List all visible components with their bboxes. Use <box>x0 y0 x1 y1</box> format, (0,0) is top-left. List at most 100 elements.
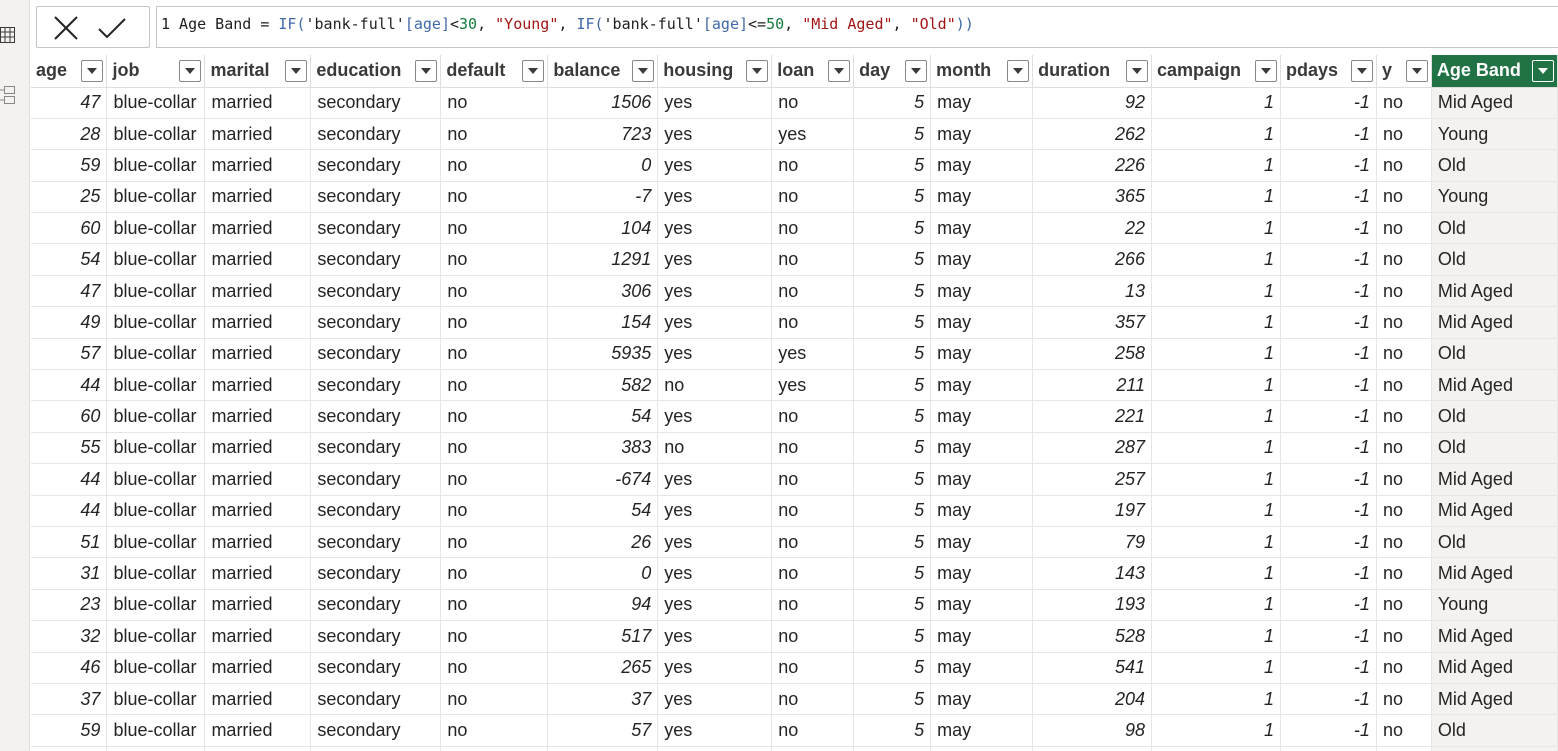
cell-job[interactable]: blue-collar <box>106 306 206 339</box>
cell-default[interactable]: no <box>440 652 549 684</box>
cell-duration[interactable]: 541 <box>1032 652 1153 684</box>
cell-duration[interactable]: 365 <box>1032 181 1153 214</box>
cell-marital[interactable]: married <box>204 212 312 245</box>
cell-default[interactable]: no <box>440 495 549 527</box>
cell-y[interactable]: no <box>1376 526 1432 559</box>
cell-default[interactable]: no <box>440 87 549 119</box>
cell-loan[interactable]: no <box>771 463 855 496</box>
cell-day[interactable]: 5 <box>853 463 932 496</box>
cell-day[interactable]: 5 <box>853 306 932 339</box>
cell-housing[interactable]: yes <box>657 87 773 119</box>
cell-housing[interactable]: yes <box>657 714 773 747</box>
cell-balance[interactable]: 0 <box>547 149 659 182</box>
cell-marital[interactable]: married <box>204 275 312 308</box>
cell-duration[interactable]: 266 <box>1032 243 1153 276</box>
cell-marital[interactable]: married <box>204 181 312 214</box>
cell-campaign[interactable]: 1 <box>1151 495 1281 527</box>
cell-housing[interactable]: yes <box>657 557 773 590</box>
cell-age[interactable]: 51 <box>31 526 108 559</box>
cancel-formula-button[interactable] <box>49 13 83 43</box>
column-header-day[interactable]: day <box>853 55 932 88</box>
cell-housing[interactable]: yes <box>657 275 773 308</box>
cell-marital[interactable]: married <box>204 463 312 496</box>
cell-loan[interactable]: no <box>771 400 855 433</box>
cell-y[interactable]: no <box>1376 369 1432 402</box>
cell-pdays[interactable]: -1 <box>1280 181 1377 214</box>
cell-day[interactable]: 5 <box>853 212 932 245</box>
cell-pdays[interactable]: -1 <box>1280 589 1377 622</box>
cell-duration[interactable]: 13 <box>1032 275 1153 308</box>
cell-housing[interactable]: yes <box>657 652 773 684</box>
cell-campaign[interactable]: 1 <box>1151 432 1281 465</box>
column-header-education[interactable]: education <box>310 55 442 88</box>
filter-dropdown-button[interactable] <box>905 60 928 82</box>
cell-default[interactable]: no <box>440 620 549 653</box>
cell-housing[interactable]: yes <box>657 306 773 339</box>
cell-age[interactable]: 51 <box>31 746 108 751</box>
filter-dropdown-button[interactable] <box>179 60 202 82</box>
filter-dropdown-button[interactable] <box>1007 60 1030 82</box>
cell-job[interactable]: blue-collar <box>106 495 206 527</box>
cell-balance[interactable]: 54 <box>547 400 659 433</box>
cell-age[interactable]: 46 <box>31 652 108 684</box>
cell-age[interactable]: 47 <box>31 87 108 119</box>
cell-marital[interactable]: married <box>204 432 312 465</box>
cell-duration[interactable]: 98 <box>1032 714 1153 747</box>
cell-age[interactable]: 55 <box>31 432 108 465</box>
cell-day[interactable]: 5 <box>853 683 932 716</box>
cell-month[interactable]: may <box>930 275 1034 308</box>
cell-housing[interactable]: no <box>657 369 773 402</box>
cell-housing[interactable]: yes <box>657 495 773 527</box>
cell-housing[interactable]: yes <box>657 620 773 653</box>
cell-month[interactable]: may <box>930 369 1034 402</box>
cell-pdays[interactable]: -1 <box>1280 118 1377 151</box>
cell-age[interactable]: 59 <box>31 714 108 747</box>
cell-campaign[interactable]: 1 <box>1151 589 1281 622</box>
cell-age-band[interactable]: Old <box>1431 526 1558 559</box>
cell-month[interactable]: may <box>930 683 1034 716</box>
cell-campaign[interactable]: 1 <box>1151 557 1281 590</box>
cell-loan[interactable]: no <box>771 683 855 716</box>
cell-default[interactable]: no <box>440 149 549 182</box>
cell-marital[interactable]: married <box>204 118 312 151</box>
cell-duration[interactable]: 22 <box>1032 212 1153 245</box>
cell-education[interactable]: secondary <box>310 746 442 751</box>
cell-campaign[interactable]: 1 <box>1151 620 1281 653</box>
cell-age-band[interactable]: Mid Aged <box>1431 369 1558 402</box>
cell-duration[interactable]: 257 <box>1032 463 1153 496</box>
cell-age-band[interactable]: Old <box>1431 746 1558 751</box>
cell-age-band[interactable]: Mid Aged <box>1431 87 1558 119</box>
cell-day[interactable]: 5 <box>853 181 932 214</box>
commit-formula-button[interactable] <box>95 13 129 43</box>
cell-age[interactable]: 54 <box>31 243 108 276</box>
cell-loan[interactable]: no <box>771 620 855 653</box>
cell-default[interactable]: no <box>440 306 549 339</box>
cell-y[interactable]: no <box>1376 275 1432 308</box>
cell-y[interactable]: no <box>1376 212 1432 245</box>
cell-pdays[interactable]: -1 <box>1280 432 1377 465</box>
cell-marital[interactable]: married <box>204 714 312 747</box>
cell-pdays[interactable]: -1 <box>1280 746 1377 751</box>
cell-job[interactable]: blue-collar <box>106 432 206 465</box>
filter-dropdown-button[interactable] <box>285 60 308 82</box>
cell-default[interactable]: no <box>440 212 549 245</box>
column-header-balance[interactable]: balance <box>547 55 659 88</box>
cell-job[interactable]: blue-collar <box>106 149 206 182</box>
formula-input[interactable]: 1 Age Band = IF('bank-full'[age]<30, "Yo… <box>156 6 1558 48</box>
cell-campaign[interactable]: 1 <box>1151 683 1281 716</box>
cell-education[interactable]: secondary <box>310 495 442 527</box>
cell-campaign[interactable]: 1 <box>1151 400 1281 433</box>
cell-balance[interactable]: 517 <box>547 620 659 653</box>
cell-default[interactable]: no <box>440 557 549 590</box>
cell-pdays[interactable]: -1 <box>1280 495 1377 527</box>
cell-day[interactable]: 5 <box>853 369 932 402</box>
cell-duration[interactable]: 204 <box>1032 683 1153 716</box>
cell-education[interactable]: secondary <box>310 369 442 402</box>
column-header-loan[interactable]: loan <box>771 55 855 88</box>
cell-y[interactable]: no <box>1376 652 1432 684</box>
cell-education[interactable]: secondary <box>310 400 442 433</box>
cell-campaign[interactable]: 1 <box>1151 275 1281 308</box>
cell-balance[interactable]: -7 <box>547 181 659 214</box>
cell-job[interactable]: blue-collar <box>106 714 206 747</box>
column-header-y[interactable]: y <box>1376 55 1432 88</box>
